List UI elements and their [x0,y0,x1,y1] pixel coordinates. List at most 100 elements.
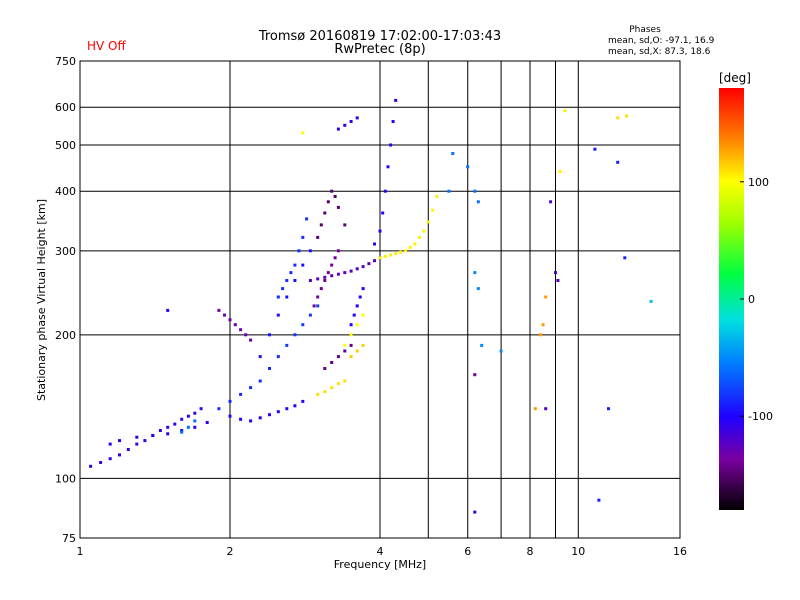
data-point [180,429,184,432]
data-point [408,245,412,249]
data-point [316,277,320,281]
x-tick-label: 8 [527,545,534,558]
data-point [143,439,147,443]
data-point [268,333,271,337]
data-point [217,308,221,312]
data-point [166,432,170,436]
data-point [268,367,271,370]
data-point [205,421,209,424]
data-point [323,211,327,215]
data-point [593,147,597,151]
data-point [276,355,280,359]
axis-ticks: 1 2 4 6 8 10 16 75 100 200 300 400 500 600 750 [55,55,687,558]
data-point [389,253,393,257]
data-point [361,287,365,291]
data-point [413,242,417,246]
data-point [244,333,248,337]
data-point [166,308,170,312]
data-point [480,343,484,347]
data-point [343,223,347,227]
data-point [544,407,548,411]
y-tick-label: 100 [55,472,76,485]
data-point [323,367,327,370]
data-point [330,386,334,390]
data-point [361,313,365,317]
data-point [258,416,262,420]
data-point [378,229,382,233]
data-point [386,165,390,169]
chart-title-line1: Tromsø 20160819 17:02:00-17:03:43 [258,29,501,44]
data-point [426,220,430,224]
data-point [355,323,359,327]
data-point [373,242,376,246]
data-point [326,271,330,275]
data-point [281,287,285,291]
data-point [349,120,353,123]
data-point [108,457,112,461]
data-point [343,343,347,347]
data-point [319,223,323,227]
data-point [249,338,253,342]
data-point [330,274,334,278]
data-point [285,279,289,282]
y-tick-label: 75 [62,532,76,545]
data-point [258,355,262,359]
data-point [285,295,289,299]
data-point [336,205,340,209]
data-point [135,435,139,439]
data-point [316,235,320,239]
data-point [389,143,393,147]
data-point [544,295,548,299]
data-point [451,152,455,155]
data-point [301,263,305,267]
hv-status: HV Off [87,39,126,53]
data-point [217,407,221,411]
data-point [312,304,316,308]
data-point [249,419,253,423]
data-point [336,272,340,276]
data-point [118,453,121,457]
data-point [285,407,289,411]
data-point [316,392,320,396]
data-point [539,333,543,337]
data-point [373,259,376,263]
data-point [158,429,162,432]
data-point [381,211,385,215]
data-point [276,295,280,299]
data-point [305,217,309,221]
data-point [308,279,312,282]
data-point [336,355,340,359]
data-point [447,189,451,193]
data-point [330,189,334,193]
data-point [435,195,439,198]
data-point [355,116,359,120]
data-point [326,200,330,204]
data-point [301,399,305,403]
data-point [233,323,237,327]
data-point [355,267,359,271]
data-point [297,249,301,253]
data-point [556,279,560,282]
data-point [319,287,323,291]
data-point [358,295,362,299]
data-point [228,414,232,418]
data-point [239,392,243,396]
data-point [316,295,320,299]
data-point [349,355,353,359]
data-point [293,404,297,408]
y-axis-label: Stationary phase Virtual Height [km] [35,199,48,401]
data-point [330,361,334,364]
data-point [239,328,243,332]
data-point [301,323,305,327]
data-point [399,250,403,254]
data-point [391,120,395,123]
data-point [431,208,435,212]
data-point [361,343,365,347]
x-tick-label: 6 [464,545,471,558]
data-point [293,279,297,282]
data-point [166,425,170,429]
colorbar [719,88,744,510]
data-point [394,98,398,102]
data-point [378,256,382,260]
data-point [383,189,387,193]
